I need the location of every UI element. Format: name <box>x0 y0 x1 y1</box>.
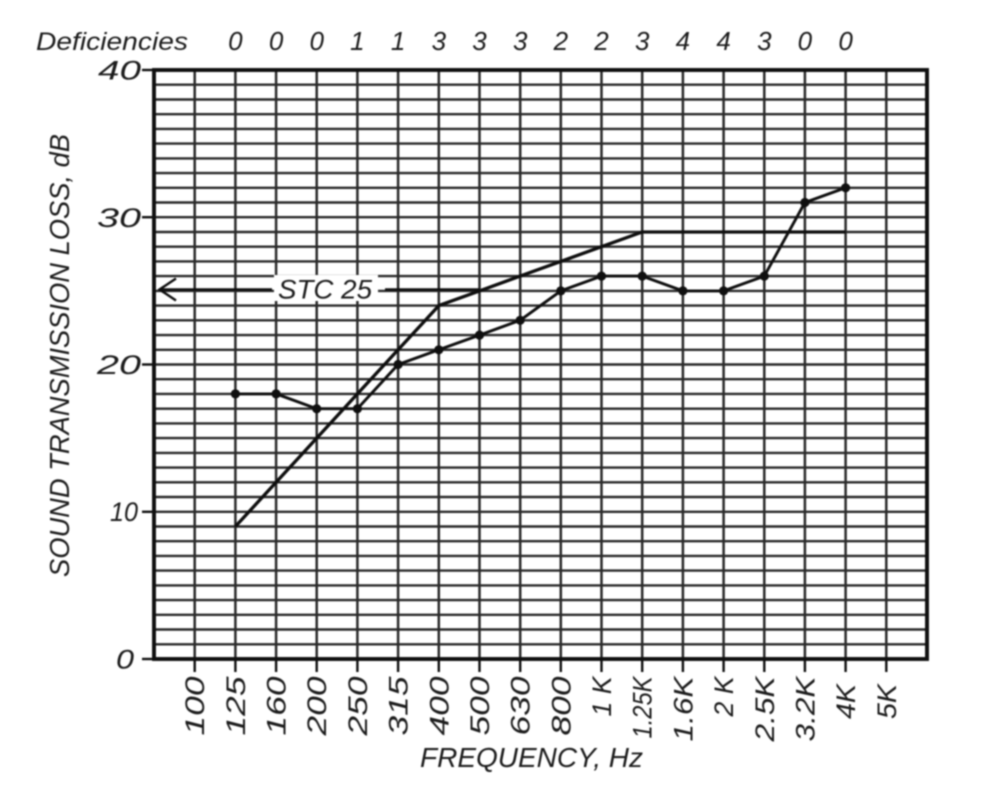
svg-text:SOUND TRANSMISSION LOSS, dB: SOUND TRANSMISSION LOSS, dB <box>44 134 75 577</box>
svg-text:0: 0 <box>838 26 853 56</box>
svg-text:3: 3 <box>635 26 650 56</box>
svg-text:4: 4 <box>716 26 730 56</box>
svg-text:400: 400 <box>424 677 454 736</box>
svg-text:3: 3 <box>472 26 487 56</box>
svg-text:500: 500 <box>465 677 495 736</box>
svg-text:FREQUENCY, Hz: FREQUENCY, Hz <box>420 742 643 773</box>
svg-text:0: 0 <box>116 645 134 675</box>
svg-text:3: 3 <box>757 26 772 56</box>
svg-text:2 K: 2 K <box>709 676 739 718</box>
svg-text:800: 800 <box>546 677 576 736</box>
svg-text:Deficiencies: Deficiencies <box>36 28 188 56</box>
svg-text:40: 40 <box>98 56 141 86</box>
svg-text:0: 0 <box>798 26 813 56</box>
svg-text:2.5K: 2.5K <box>750 675 780 742</box>
svg-text:2: 2 <box>593 26 609 56</box>
svg-text:315: 315 <box>384 675 414 735</box>
svg-text:1.25K: 1.25K <box>628 676 658 739</box>
svg-text:0: 0 <box>269 26 284 56</box>
svg-text:30: 30 <box>97 203 141 233</box>
svg-text:STC 25: STC 25 <box>278 275 373 305</box>
svg-text:1: 1 <box>350 26 364 56</box>
svg-text:200: 200 <box>302 677 332 737</box>
svg-text:3: 3 <box>432 26 447 56</box>
svg-text:630: 630 <box>506 677 536 736</box>
svg-text:2: 2 <box>553 26 569 56</box>
svg-text:250: 250 <box>343 677 373 737</box>
svg-text:5K: 5K <box>872 683 902 719</box>
svg-text:160: 160 <box>262 677 292 736</box>
svg-text:4: 4 <box>676 26 690 56</box>
svg-text:4K: 4K <box>831 683 861 719</box>
svg-text:1 K: 1 K <box>587 676 617 717</box>
svg-text:10: 10 <box>110 497 138 527</box>
svg-text:0: 0 <box>228 26 243 56</box>
svg-text:1.6K: 1.6K <box>668 675 698 741</box>
svg-text:3.2K: 3.2K <box>790 675 820 741</box>
svg-text:20: 20 <box>96 350 141 380</box>
svg-text:1: 1 <box>391 26 405 56</box>
svg-text:0: 0 <box>309 26 324 56</box>
svg-text:3: 3 <box>513 26 528 56</box>
svg-text:125: 125 <box>221 675 251 735</box>
svg-text:100: 100 <box>180 677 210 736</box>
